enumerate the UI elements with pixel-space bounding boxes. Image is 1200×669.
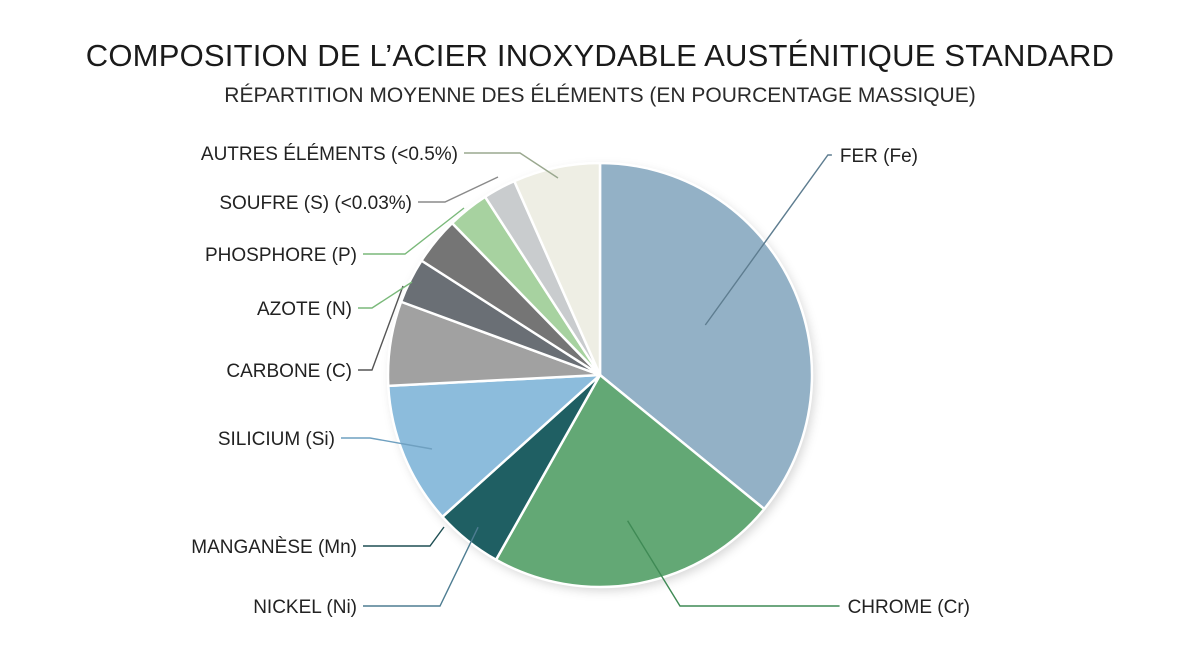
slice-label-phosphore-p: PHOSPHORE (P) bbox=[205, 245, 357, 266]
slice-label-soufre-s-0-03: SOUFRE (S) (<0.03%) bbox=[219, 193, 412, 214]
leader-line-autres-elements-0-5 bbox=[464, 152, 559, 179]
slice-label-manganese-mn: MANGANÈSE (Mn) bbox=[191, 537, 357, 558]
leader-line-soufre-s-0-03 bbox=[418, 176, 499, 203]
pie-slice-chrome-cr bbox=[494, 373, 766, 589]
leader-line-carbone-c bbox=[358, 285, 404, 371]
leader-line-phosphore-p bbox=[363, 207, 465, 255]
slice-label-azote-n: AZOTE (N) bbox=[257, 299, 352, 320]
slice-label-carbone-c: CARBONE (C) bbox=[226, 361, 352, 382]
leader-line-azote-n bbox=[358, 281, 413, 309]
pie-slice-silicium-si bbox=[387, 373, 602, 519]
pie-slices bbox=[386, 161, 814, 589]
leader-line-silicium-si bbox=[341, 437, 433, 450]
chart-subtitle: RÉPARTITION MOYENNE DES ÉLÉMENTS (EN POU… bbox=[224, 84, 976, 107]
chart-title: COMPOSITION DE L’ACIER INOXYDABLE AUSTÉN… bbox=[85, 38, 1115, 73]
slice-label-autres-elements-0-5: AUTRES ÉLÉMENTS (<0.5%) bbox=[201, 144, 458, 165]
slice-label-chrome-cr: CHROME (Cr) bbox=[848, 597, 970, 618]
pie-slice-segment-9 bbox=[513, 161, 602, 377]
slice-labels: FER (Fe) CHROME (Cr) NICKEL (Ni) MANGANÈSE … bbox=[191, 144, 970, 618]
slice-label-nickel-ni: NICKEL (Ni) bbox=[253, 597, 357, 618]
slice-label-fer-fe: FER (Fe) bbox=[840, 146, 918, 167]
leader-line-fer-fe bbox=[704, 154, 832, 326]
leader-line-nickel-ni bbox=[363, 526, 479, 607]
slice-label-silicium-si: SILICIUM (Si) bbox=[218, 429, 335, 450]
leader-lines bbox=[341, 152, 840, 607]
leader-line-chrome-cr bbox=[627, 520, 840, 607]
leader-line-manganese-mn bbox=[363, 526, 445, 547]
